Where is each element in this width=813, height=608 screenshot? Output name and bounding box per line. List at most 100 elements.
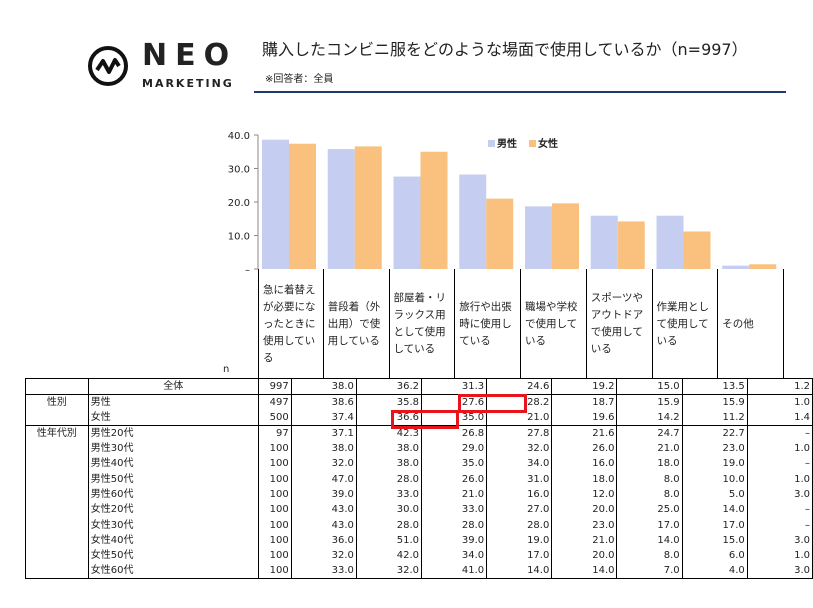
value-cell: 31.3 xyxy=(421,378,488,395)
row-group-label xyxy=(25,517,89,533)
sample-size-cell: 100 xyxy=(258,456,292,472)
value-cell: 14.0 xyxy=(616,532,683,549)
bar-male xyxy=(262,139,289,269)
value-cell: 28.0 xyxy=(356,471,423,487)
bar-female xyxy=(289,143,316,269)
sample-size-cell: 97 xyxy=(258,425,292,441)
table-row: 性年代別 男性20代 97 37.1 42.3 26.8 27.8 21.6 24.7 22.7– xyxy=(25,425,813,441)
value-cell: 36.6 xyxy=(356,410,423,426)
category-label-text: 急に着替えが必要になったときに使用している xyxy=(263,283,316,364)
row-label: 女性20代 xyxy=(88,502,259,518)
value-cell: 31.0 xyxy=(486,471,553,487)
value-cell: 15.9 xyxy=(682,394,748,410)
value-cell: 28.0 xyxy=(356,517,423,533)
row-label: 全体 xyxy=(88,378,259,395)
value-cell: 20.0 xyxy=(551,502,618,518)
value-cell: 25.0 xyxy=(616,502,683,518)
value-cell: 21.0 xyxy=(616,441,683,457)
sample-size-cell: 100 xyxy=(258,502,292,518)
title-rule xyxy=(254,91,786,93)
value-cell: 5.0 xyxy=(682,486,748,503)
category-label: 職場や学校で使用している xyxy=(521,269,587,379)
value-cell: 15.0 xyxy=(682,532,748,549)
bar-female xyxy=(552,203,579,269)
value-cell: 8.0 xyxy=(616,548,683,564)
value-cell: 33.0 xyxy=(421,502,488,518)
brand-logo: NEO MARKETING xyxy=(86,38,236,102)
neo-wave-icon xyxy=(88,46,128,86)
brand-name: NEO xyxy=(142,38,238,73)
table-row: 女性 500 37.4 36.6 35.0 21.0 19.6 14.2 11.2 1.4 xyxy=(25,410,813,426)
value-cell: 38.0 xyxy=(291,441,357,457)
row-group-label xyxy=(25,532,89,549)
value-cell: 21.0 xyxy=(421,486,488,503)
value-cell: 17.0 xyxy=(486,548,553,564)
value-cell: 12.0 xyxy=(551,486,618,503)
sample-size-cell: 100 xyxy=(258,532,292,549)
value-cell: 21.6 xyxy=(551,425,618,441)
value-cell: 34.0 xyxy=(486,456,553,472)
value-cell: 27.6 xyxy=(421,394,488,410)
legend-label: 女性 xyxy=(538,137,558,150)
value-cell: 16.0 xyxy=(551,456,618,472)
bar-female xyxy=(420,151,448,269)
sample-size-cell: 100 xyxy=(258,517,292,533)
value-cell: 15.0 xyxy=(616,378,683,395)
bar-male xyxy=(525,206,552,269)
table-row: 女性40代 100 36.0 51.0 39.0 19.0 21.0 14.0 15.0 3.0 xyxy=(25,532,813,549)
value-cell: 1.0 xyxy=(747,548,813,564)
category-label-text: 職場や学校で使用している xyxy=(525,300,578,347)
table-row: 男性30代 100 38.0 38.0 29.0 32.0 26.0 21.0 23.0 1.0 xyxy=(25,441,813,457)
value-cell: 18.0 xyxy=(551,471,618,487)
row-group-label xyxy=(25,378,89,395)
table-row: 女性60代 100 33.0 32.0 41.0 14.0 14.0 7.0 4.0 3.0 xyxy=(25,563,813,580)
value-cell: 14.0 xyxy=(682,502,748,518)
value-cell: 11.2 xyxy=(682,410,748,426)
value-cell: 38.0 xyxy=(356,441,423,457)
row-label: 女性40代 xyxy=(88,532,259,549)
value-cell: 28.0 xyxy=(421,517,488,533)
n-column-label: n xyxy=(223,364,230,375)
row-label: 男性40代 xyxy=(88,456,259,472)
value-cell: 35.8 xyxy=(356,394,423,410)
value-cell: 17.0 xyxy=(616,517,683,533)
respondent-note: ※回答者：全員 xyxy=(265,74,334,85)
table-row: 男性50代 100 47.0 28.0 26.0 31.0 18.0 8.0 10.0 1.0 xyxy=(25,471,813,487)
category-label-text: 作業用として使用している xyxy=(656,300,710,347)
value-cell: 37.4 xyxy=(291,410,357,426)
category-header-row: 急に着替えが必要になったときに使用している 普段着（外出用）で使用している 部屋着・… xyxy=(258,269,784,379)
value-cell: 24.6 xyxy=(486,378,553,395)
value-cell: 43.0 xyxy=(291,517,357,533)
value-cell: 21.0 xyxy=(486,410,553,426)
row-group-label xyxy=(25,471,89,487)
value-cell: 27.8 xyxy=(486,425,553,441)
value-cell: 4.0 xyxy=(682,563,748,580)
y-tick-label: 30.0 xyxy=(228,165,250,176)
row-group-label: 性別 xyxy=(25,394,89,410)
page-title: 購入したコンビニ服をどのような場面で使用しているか（n=997） xyxy=(262,40,748,59)
value-cell: 1.0 xyxy=(747,394,813,410)
value-cell: 35.0 xyxy=(421,410,488,426)
row-group-label: 性年代別 xyxy=(25,425,89,441)
data-table: 全体 997 38.0 36.2 31.3 24.6 19.2 15.0 13.5 1.2 性別 男性… xyxy=(25,378,813,580)
value-cell: 1.0 xyxy=(747,471,813,487)
category-label: 普段着（外出用）で使用している xyxy=(324,269,390,379)
value-cell: 19.2 xyxy=(551,378,618,395)
category-label-text: 普段着（外出用）で使用している xyxy=(327,300,381,347)
legend-swatch xyxy=(529,140,536,147)
value-cell: – xyxy=(747,425,813,441)
bar-male xyxy=(722,265,750,269)
bar-chart: – 10.0 20.0 30.0 40.0 男性 女性 xyxy=(228,131,777,275)
bar-female xyxy=(749,264,777,269)
row-label: 女性30代 xyxy=(88,517,259,533)
sample-size-cell: 100 xyxy=(258,563,292,580)
value-cell: 17.0 xyxy=(682,517,748,533)
row-group-label xyxy=(25,563,89,580)
value-cell: 16.0 xyxy=(486,486,553,503)
value-cell: 28.0 xyxy=(486,517,553,533)
category-label-text: その他 xyxy=(722,317,754,330)
y-tick-label: 20.0 xyxy=(228,198,250,209)
category-label: 急に着替えが必要になったときに使用している xyxy=(258,269,324,379)
value-cell: 14.2 xyxy=(616,410,683,426)
y-tick-label: 40.0 xyxy=(228,131,250,142)
